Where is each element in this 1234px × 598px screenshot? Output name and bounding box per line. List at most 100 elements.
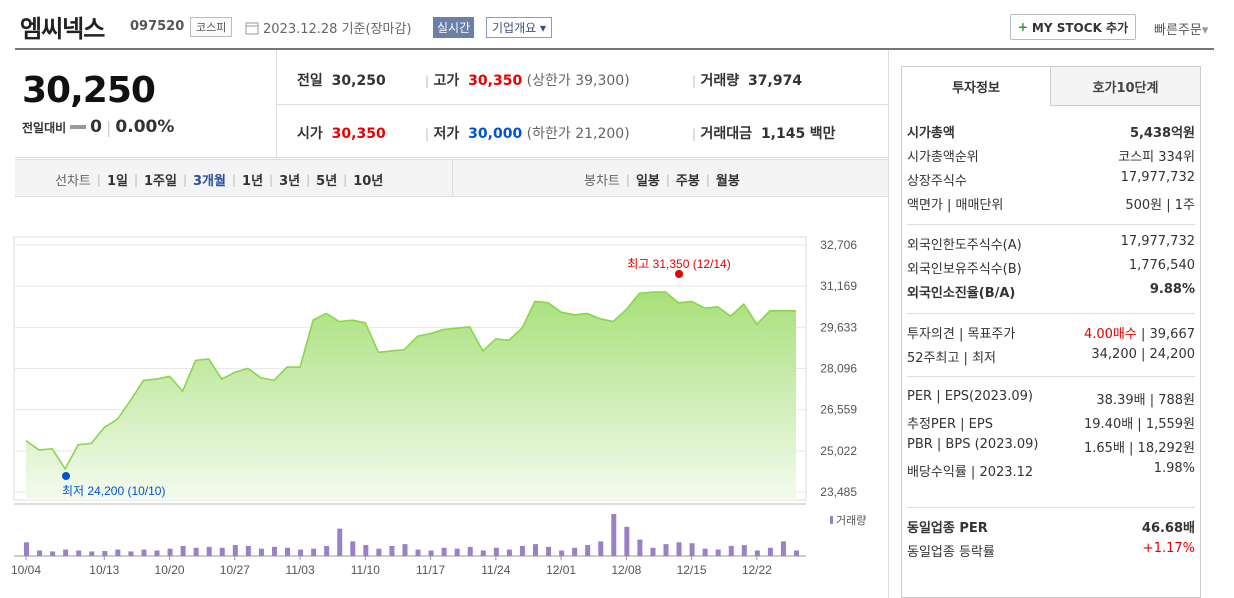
side-row-value: 5,438억원 xyxy=(1129,126,1195,141)
y-tick-label: 23,485 xyxy=(820,485,857,499)
side-row-label: PBR | BPS (2023.09) xyxy=(907,437,1039,452)
side-row-label: 52주최고 | 최저 xyxy=(907,351,996,366)
side-divider xyxy=(907,313,1195,314)
volume-bar xyxy=(415,549,421,556)
change-value: 0 xyxy=(90,117,103,137)
side-row-value: 19.40배 | 1,559원 xyxy=(1084,417,1195,432)
side-divider xyxy=(907,376,1195,377)
volume-bar xyxy=(493,547,499,556)
divider: | xyxy=(106,117,112,137)
target-price: | 39,667 xyxy=(1136,327,1195,342)
x-tick-label: 10/27 xyxy=(220,563,250,577)
tab-5y[interactable]: 5년 xyxy=(316,174,338,189)
volume-bar xyxy=(363,545,369,556)
price-chart[interactable]: 32,706 31,169 29,633 28,096 26,559 25,022 23,4… xyxy=(0,198,888,598)
side-row-value: 17,977,732 xyxy=(1120,234,1195,249)
side-row-value: +1.17% xyxy=(1142,541,1195,556)
tab-daily[interactable]: 일봉 xyxy=(635,174,660,189)
volume-bar xyxy=(350,541,356,556)
mystock-button[interactable]: + MY STOCK 추가 xyxy=(1010,14,1136,40)
x-tick-label: 12/15 xyxy=(677,563,707,577)
side-row-value: 9.88% xyxy=(1149,282,1195,297)
side-row-label: PER | EPS(2023.09) xyxy=(907,389,1033,404)
y-tick-label: 29,633 xyxy=(820,320,857,334)
tab-3m[interactable]: 3개월 xyxy=(193,174,226,189)
volume-bar xyxy=(232,545,238,556)
chart-tabs xyxy=(15,159,888,197)
volume-bar xyxy=(115,549,121,556)
y-tick-label: 31,169 xyxy=(820,279,857,293)
overview-label: 기업개요 xyxy=(492,21,537,35)
tab-1w[interactable]: 1주일 xyxy=(144,174,177,189)
tab-1y[interactable]: 1년 xyxy=(242,174,264,189)
side-row-label: 동일업종 등락률 xyxy=(907,545,995,560)
volume-bar xyxy=(519,545,525,556)
x-tick-label: 11/03 xyxy=(285,563,314,577)
side-row: 시가총액 5,438억원 xyxy=(907,122,1195,141)
summary-hdivider xyxy=(277,104,888,105)
tab-orderbook[interactable]: 호가10단계 xyxy=(1051,66,1201,106)
prev-close: 전일 30,250 xyxy=(297,73,386,89)
quick-order-button[interactable]: 빠른주문▾ xyxy=(1154,19,1208,38)
date-text: 2023.12.28 기준(장마감) xyxy=(263,22,412,37)
volume-bar xyxy=(89,551,95,556)
plus-icon: + xyxy=(1017,20,1028,34)
volume-bar xyxy=(650,547,656,556)
side-row: 외국인보유주식수(B) 1,776,540 xyxy=(907,258,1195,277)
side-row-value: 1,776,540 xyxy=(1128,258,1195,273)
tabs-divider xyxy=(452,160,453,196)
side-row-label: 외국인소진율(B/A) xyxy=(907,286,1016,301)
side-row-label: 동일업종 PER xyxy=(907,521,988,536)
volume-bar xyxy=(611,514,617,556)
line-chart-label: 선차트 xyxy=(55,174,91,189)
volume-bar xyxy=(37,550,43,556)
volume-bar xyxy=(467,546,473,556)
tab-weekly[interactable]: 주봉 xyxy=(675,174,700,189)
volume-bar xyxy=(219,547,225,556)
x-tick-label: 11/24 xyxy=(481,563,510,577)
x-tick-label: 12/01 xyxy=(546,563,576,577)
side-divider xyxy=(907,507,1195,508)
side-row: 상장주식수 17,977,732 xyxy=(907,170,1195,189)
volume-legend: 거래량 xyxy=(836,514,866,527)
x-tick-label: 10/13 xyxy=(89,563,119,577)
tab-monthly[interactable]: 월봉 xyxy=(715,174,740,189)
realtime-button[interactable]: 실시간 xyxy=(433,17,475,38)
volume-bar xyxy=(154,550,160,556)
x-tick-label: 10/20 xyxy=(155,563,185,577)
side-row-value: 38.39배 | 788원 xyxy=(1096,393,1195,408)
high-label: 최고 31,350 (12/14) xyxy=(627,257,730,271)
volume-bar xyxy=(402,544,408,556)
x-tick-label: 11/10 xyxy=(351,563,380,577)
side-row-label: 액면가 | 매매단위 xyxy=(907,198,1004,213)
invest-opinion: 4.00매수 xyxy=(1083,327,1137,342)
current-price: 30,250 xyxy=(22,70,156,111)
side-row-label: 배당수익률 | 2023.12 xyxy=(907,465,1034,480)
volume-bar xyxy=(559,550,565,556)
x-tick-label: 10/04 xyxy=(11,563,41,577)
change-rate: 0.00% xyxy=(115,117,175,137)
side-row: 외국인한도주식수(A) 17,977,732 xyxy=(907,234,1195,253)
volume-bar xyxy=(598,541,604,556)
volume-bar xyxy=(546,546,552,556)
high-marker xyxy=(675,270,683,278)
side-row-value: 4.00매수 | 39,667 xyxy=(1084,323,1195,342)
volume-bar xyxy=(180,545,186,556)
volume-bar xyxy=(193,547,199,556)
x-tick-label: 11/17 xyxy=(416,563,445,577)
side-row: 동일업종 PER 46.68배 xyxy=(907,517,1195,536)
overview-dropdown[interactable]: 기업개요 ▾ xyxy=(486,17,553,38)
period-tabs: 선차트 | 1일 | 1주일 | 3개월 | 1년 | 3년 | 5년 | 10년 xyxy=(55,170,384,190)
volume-bar xyxy=(754,550,760,556)
tab-1d[interactable]: 1일 xyxy=(106,174,128,189)
tab-3y[interactable]: 3년 xyxy=(279,174,301,189)
summary-divider xyxy=(276,50,277,158)
side-row: 배당수익률 | 2023.12 1.98% xyxy=(907,461,1195,480)
tab-10y[interactable]: 10년 xyxy=(353,174,384,189)
volume-bar xyxy=(532,544,538,556)
tab-invest-info[interactable]: 투자정보 xyxy=(901,66,1051,106)
volume-bar xyxy=(271,546,277,556)
side-tabs: 투자정보 호가10단계 xyxy=(901,66,1201,106)
side-row-label: 추정PER | EPS xyxy=(907,417,993,432)
y-tick-label: 28,096 xyxy=(820,362,857,376)
